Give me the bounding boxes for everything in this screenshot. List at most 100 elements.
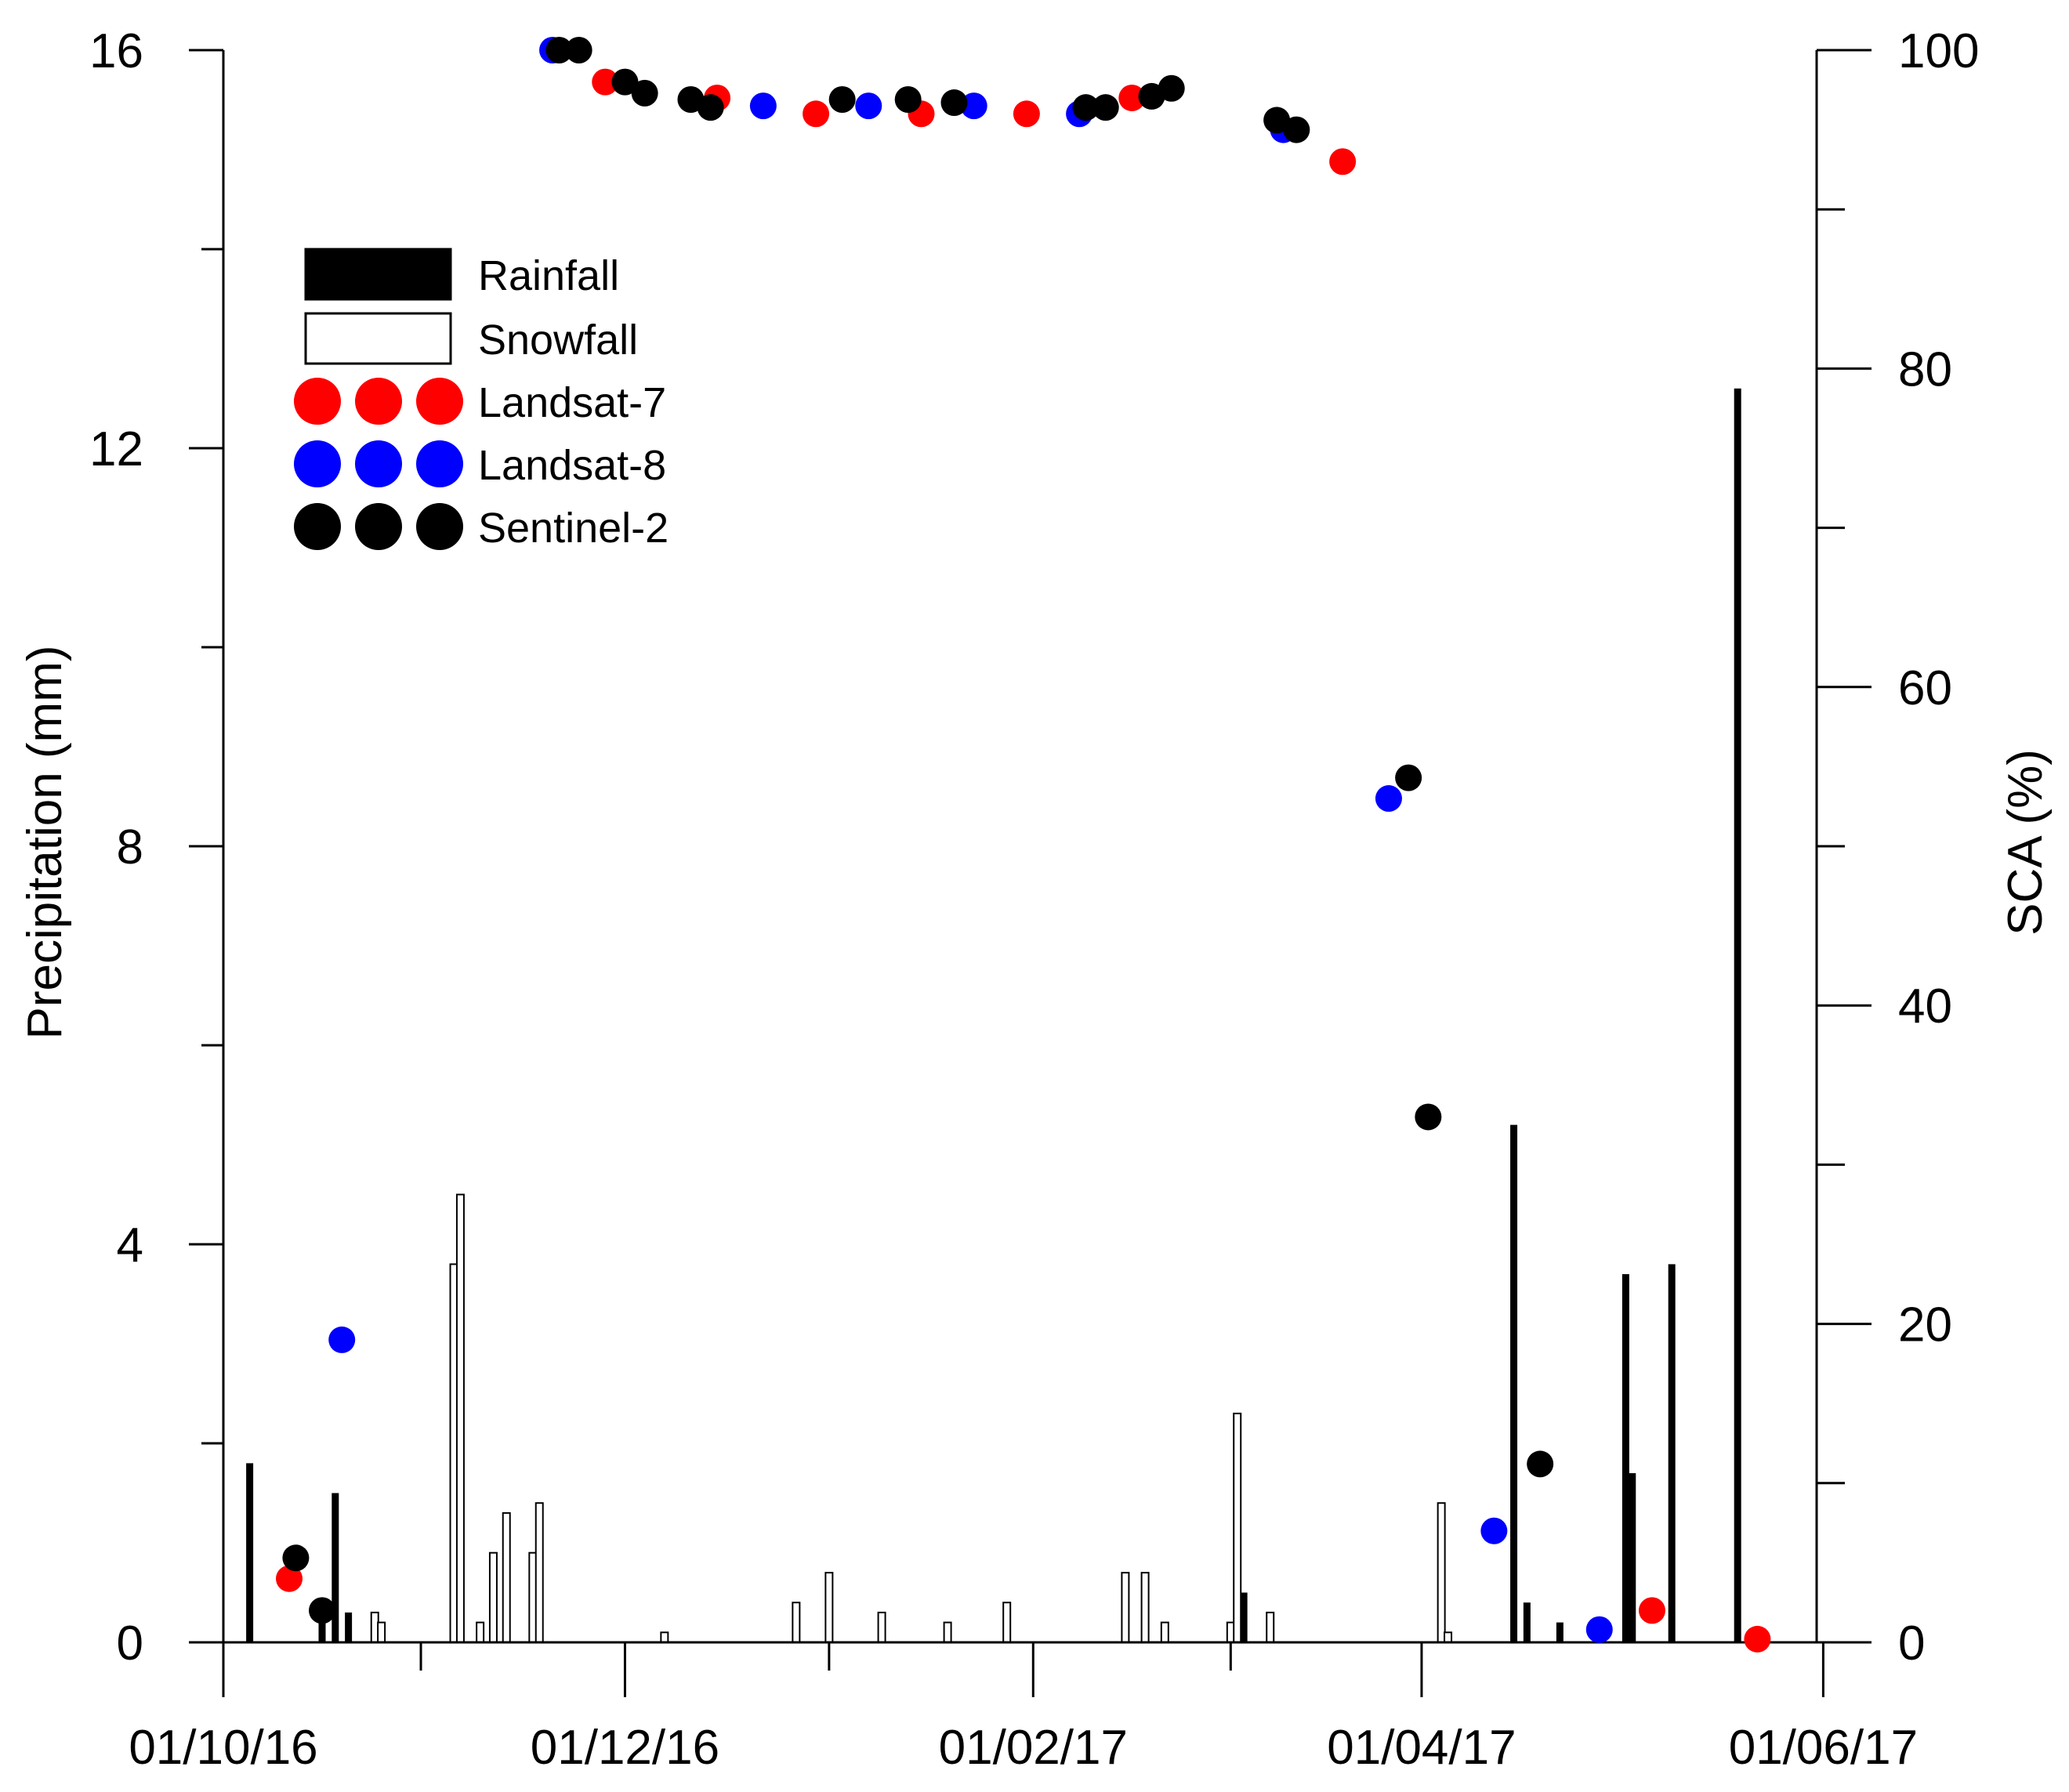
legend-marker-landsat-7: [416, 378, 463, 425]
snowfall-bar: [1160, 1621, 1169, 1644]
landsat-8-point: [749, 92, 777, 120]
landsat-8-point: [1375, 785, 1402, 813]
y-left-tick-label: 8: [117, 820, 143, 874]
legend-marker-sentinel-2: [294, 503, 341, 550]
snowfall-bar: [824, 1572, 834, 1643]
y-right-tick-label: 20: [1898, 1298, 1952, 1352]
sentinel-2-point: [894, 85, 922, 113]
x-tick-label: 01/10/16: [129, 1721, 317, 1775]
landsat-8-point: [1585, 1616, 1613, 1643]
legend-label-snowfall: Snowfall: [478, 317, 638, 364]
sentinel-2-point: [940, 89, 968, 117]
y-right-tick-label: 80: [1898, 342, 1952, 396]
axes-layer: [189, 49, 1872, 1697]
landsat-8-point: [855, 92, 882, 120]
snowfall-bar: [660, 1631, 669, 1644]
landsat-7-point: [592, 68, 619, 96]
rainfall-bar: [1668, 1264, 1676, 1642]
landsat-7-point: [1638, 1597, 1665, 1624]
rainfall-bar: [1240, 1592, 1248, 1642]
sentinel-2-point: [309, 1597, 336, 1624]
legend-swatch-snowfall: [304, 312, 452, 365]
rainfall-bar: [318, 1622, 326, 1642]
sentinel-2-point: [1527, 1450, 1554, 1478]
sentinel-2-point: [828, 85, 856, 113]
snowfall-bar: [1444, 1631, 1453, 1644]
sentinel-2-point: [1395, 764, 1422, 791]
rainfall-bar: [1556, 1622, 1564, 1642]
sentinel-2-point: [631, 79, 658, 107]
sentinel-2-point: [1263, 107, 1291, 134]
snowfall-bar: [1233, 1412, 1242, 1644]
bar-layer: [246, 388, 1741, 1644]
legend-label-landsat-8: Landsat-8: [478, 442, 666, 489]
landsat-7-point: [1118, 84, 1146, 111]
snowfall-bar: [792, 1602, 801, 1643]
sentinel-2-point: [611, 68, 639, 96]
y-axis-left-label: Precipitation (mm): [18, 646, 72, 1040]
legend-marker-landsat-8: [355, 440, 402, 487]
sentinel-2-point: [1158, 74, 1185, 102]
legend: Rainfall Snowfall Landsat-7 Landsat-8 Sentin…: [294, 248, 669, 552]
legend-marker-landsat-8: [416, 440, 463, 487]
snowfall-bar: [377, 1621, 386, 1644]
landsat-7-point: [803, 100, 830, 128]
y-axis-right-label: SCA (%): [1998, 749, 2053, 936]
snowfall-bar: [1437, 1502, 1446, 1643]
marker-layer: [276, 37, 1771, 1653]
legend-marker-sentinel-2: [355, 503, 402, 550]
y-right-tick-label: 100: [1898, 24, 1979, 78]
sentinel-2-point: [1072, 94, 1100, 121]
snowfall-bar: [943, 1621, 952, 1644]
rainfall-bar: [1523, 1602, 1531, 1642]
sentinel-2-point: [1415, 1103, 1442, 1131]
snowfall-bar: [1121, 1572, 1130, 1643]
sentinel-2-point: [697, 94, 724, 121]
sentinel-2-point: [565, 37, 592, 63]
landsat-7-point: [276, 1565, 303, 1592]
y-left-tick-label: 0: [117, 1616, 143, 1671]
y-left-tick-label: 4: [117, 1218, 143, 1273]
snowfall-bar: [1140, 1572, 1150, 1643]
rainfall-bar: [1510, 1124, 1518, 1642]
y-right-tick-label: 0: [1898, 1616, 1925, 1671]
snowfall-bar: [502, 1511, 511, 1644]
snowfall-bar: [534, 1502, 544, 1643]
landsat-7-point: [1744, 1625, 1771, 1653]
y-left-tick-label: 12: [89, 422, 143, 476]
x-tick-label: 01/12/16: [531, 1721, 719, 1775]
landsat-8-point: [1480, 1517, 1508, 1544]
snowfall-bar: [455, 1193, 465, 1643]
landsat-8-point: [960, 92, 987, 120]
snowfall-bar: [1266, 1611, 1275, 1643]
landsat-7-point: [1329, 148, 1357, 176]
x-tick-label: 01/02/17: [939, 1721, 1128, 1775]
y-right-tick-label: 60: [1898, 661, 1952, 715]
tick-label-layer: 0 4 8 12 16 0 20 40 60 80 100 01/10/16 01/12/16 01/02…: [89, 24, 1979, 1775]
legend-label-rainfall: Rainfall: [478, 252, 619, 299]
legend-marker-sentinel-2: [416, 503, 463, 550]
sentinel-2-point: [282, 1544, 310, 1572]
rainfall-bar: [1734, 388, 1741, 1642]
sentinel-2-point: [1092, 94, 1119, 121]
sentinel-2-point: [545, 37, 573, 63]
rainfall-bar: [246, 1463, 254, 1642]
legend-marker-landsat-8: [294, 440, 341, 487]
rainfall-bar: [1629, 1473, 1636, 1642]
rainfall-bar: [345, 1612, 353, 1642]
snowfall-bar: [877, 1611, 886, 1643]
legend-swatch-rainfall: [304, 248, 452, 301]
legend-label-sentinel-2: Sentinel-2: [478, 505, 669, 552]
sentinel-2-point: [1283, 116, 1310, 143]
rainfall-bar: [1622, 1274, 1629, 1642]
y-right-tick-label: 40: [1898, 979, 1952, 1034]
x-tick-label: 01/04/17: [1327, 1721, 1516, 1775]
snowfall-bar: [488, 1551, 498, 1643]
landsat-7-point: [1013, 100, 1040, 128]
legend-marker-landsat-7: [355, 378, 402, 425]
legend-label-landsat-7: Landsat-7: [478, 379, 666, 426]
snowfall-bar: [1002, 1602, 1012, 1643]
x-tick-label: 01/06/17: [1729, 1721, 1918, 1775]
rainfall-bar: [332, 1493, 339, 1642]
